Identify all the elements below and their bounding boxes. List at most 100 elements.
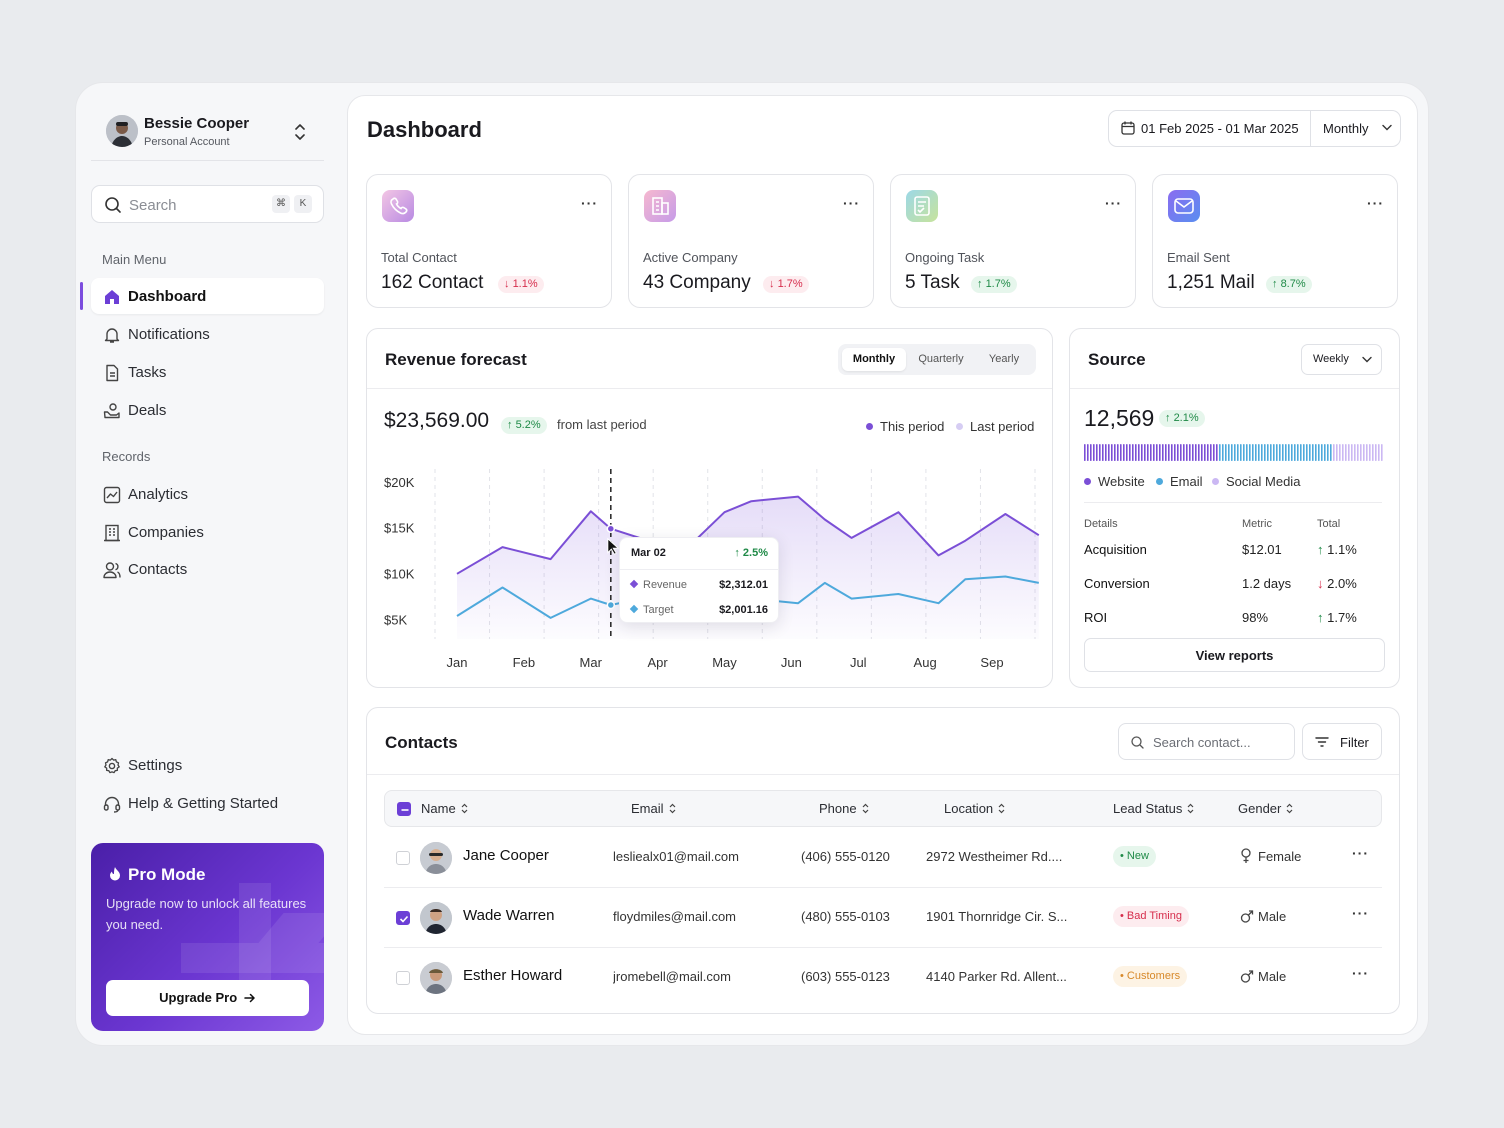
source-stripe: [1381, 444, 1383, 461]
sort-icon: [669, 803, 675, 814]
sidebar-search[interactable]: Search ⌘ K: [91, 185, 324, 223]
tab-monthly[interactable]: Monthly: [842, 348, 906, 371]
contact-search-input[interactable]: Search contact...: [1118, 723, 1295, 760]
source-stripe: [1372, 444, 1374, 461]
source-stripe: [1162, 444, 1164, 461]
sidebar-item-analytics[interactable]: Analytics: [91, 476, 324, 512]
column-header-name[interactable]: Name: [421, 801, 468, 816]
contact-location: 1901 Thornridge Cir. S...: [926, 909, 1068, 924]
source-stripe: [1186, 444, 1188, 461]
bell-icon: [104, 328, 120, 343]
sidebar-item-settings[interactable]: Settings: [91, 747, 324, 783]
source-stripe: [1216, 444, 1218, 461]
sidebar-item-label: Deals: [128, 402, 167, 419]
date-range-picker[interactable]: 01 Feb 2025 - 01 Mar 2025: [1109, 111, 1311, 146]
sidebar-item-dashboard[interactable]: Dashboard: [80, 278, 324, 314]
period-select-value: Monthly: [1323, 121, 1369, 136]
tab-yearly[interactable]: Yearly: [988, 353, 1020, 365]
upgrade-pro-label: Upgrade Pro: [159, 990, 238, 1005]
table-row[interactable]: Esther Howard jromebell@mail.com (603) 5…: [384, 948, 1382, 1008]
metric-name: ROI: [1084, 610, 1108, 625]
source-stripe: [1342, 444, 1344, 461]
sidebar-item-notifications[interactable]: Notifications: [91, 316, 324, 352]
source-stripe: [1324, 444, 1326, 461]
select-all-checkbox[interactable]: [397, 802, 411, 816]
metric-total: ↑ 1.7%: [1317, 610, 1357, 625]
tab-quarterly[interactable]: Quarterly: [918, 353, 964, 365]
sidebar-item-deals[interactable]: Deals: [91, 392, 324, 428]
metric-total: ↓ 2.0%: [1317, 576, 1357, 591]
this-period-line: [456, 495, 1040, 575]
tooltip-revenue-value: $2,312.01: [719, 579, 768, 591]
view-reports-button[interactable]: View reports: [1084, 638, 1385, 672]
column-header: Metric: [1242, 518, 1272, 530]
source-stripe: [1252, 444, 1254, 461]
stat-change-badge: ↓ 1.1%: [498, 276, 544, 293]
contact-phone: (480) 555-0103: [801, 909, 890, 924]
task-icon: [906, 190, 938, 222]
source-stripe: [1336, 444, 1338, 461]
legend-website: Website: [1084, 474, 1145, 489]
sort-icon: [862, 803, 869, 814]
table-row[interactable]: Wade Warren floydmiles@mail.com (480) 55…: [384, 888, 1382, 948]
more-options-icon[interactable]: ···: [1367, 195, 1384, 211]
row-more-icon[interactable]: ···: [1352, 845, 1369, 861]
highlight-point-last: [606, 600, 616, 610]
sidebar-item-label: Dashboard: [128, 288, 207, 305]
table-row[interactable]: Jane Cooper lesliealx01@mail.com (406) 5…: [384, 828, 1382, 888]
column-header-phone[interactable]: Phone: [819, 801, 869, 816]
source-period-select[interactable]: Weekly: [1301, 344, 1382, 375]
source-stripe: [1159, 444, 1161, 461]
row-more-icon[interactable]: ···: [1352, 965, 1369, 981]
period-select[interactable]: Monthly: [1311, 111, 1402, 146]
column-header-email[interactable]: Email: [631, 801, 676, 816]
filter-button[interactable]: Filter: [1302, 723, 1382, 760]
source-stripe: [1165, 444, 1167, 461]
chevron-down-icon: [1382, 124, 1392, 131]
column-header-lead-status[interactable]: Lead Status: [1113, 801, 1194, 816]
contact-name: Wade Warren: [463, 907, 555, 924]
source-stripe: [1201, 444, 1203, 461]
sidebar-item-help[interactable]: Help & Getting Started: [91, 785, 324, 821]
upgrade-pro-button[interactable]: Upgrade Pro: [106, 980, 309, 1016]
table-header: Name Email Phone Location Lead Status Ge…: [384, 790, 1382, 827]
source-stripe: [1153, 444, 1155, 461]
chart-icon: [103, 486, 121, 504]
row-checkbox[interactable]: [396, 911, 410, 925]
source-stripe: [1207, 444, 1209, 461]
revenue-title: Revenue forecast: [385, 350, 527, 369]
x-tick-label: Sep: [980, 655, 1003, 670]
filter-icon: [1315, 737, 1329, 747]
sort-icon: [998, 803, 1005, 814]
chevron-up-down-icon: [295, 124, 305, 140]
more-options-icon[interactable]: ···: [1105, 195, 1122, 211]
stat-value: 1,251 Mail: [1167, 272, 1255, 293]
sidebar-item-companies[interactable]: Companies: [91, 514, 324, 550]
source-stripe: [1138, 444, 1140, 461]
sidebar-item-tasks[interactable]: Tasks: [91, 354, 324, 390]
metric-total: ↑ 1.1%: [1317, 542, 1357, 557]
source-period-value: Weekly: [1313, 353, 1349, 365]
row-checkbox[interactable]: [396, 971, 410, 985]
sidebar-item-contacts[interactable]: Contacts: [91, 551, 324, 587]
flame-icon: [110, 867, 120, 881]
account-switcher[interactable]: Bessie Cooper Personal Account: [91, 105, 324, 161]
column-header-gender[interactable]: Gender: [1238, 801, 1293, 816]
stat-change-badge: ↑ 8.7%: [1266, 276, 1312, 293]
row-checkbox[interactable]: [396, 851, 410, 865]
column-header: Total: [1317, 518, 1341, 530]
more-options-icon[interactable]: ···: [581, 195, 598, 211]
source-stripe: [1321, 444, 1323, 461]
source-stripe: [1375, 444, 1377, 461]
source-stripe: [1120, 444, 1122, 461]
source-stripe: [1102, 444, 1104, 461]
column-header-location[interactable]: Location: [944, 801, 1005, 816]
legend-email: Email: [1156, 474, 1203, 489]
row-more-icon[interactable]: ···: [1352, 905, 1369, 921]
x-tick-label: Jun: [781, 655, 802, 670]
source-stripe: [1366, 444, 1368, 461]
source-stripe: [1234, 444, 1236, 461]
more-options-icon[interactable]: ···: [843, 195, 860, 211]
source-stripe: [1198, 444, 1200, 461]
source-stripe: [1285, 444, 1287, 461]
